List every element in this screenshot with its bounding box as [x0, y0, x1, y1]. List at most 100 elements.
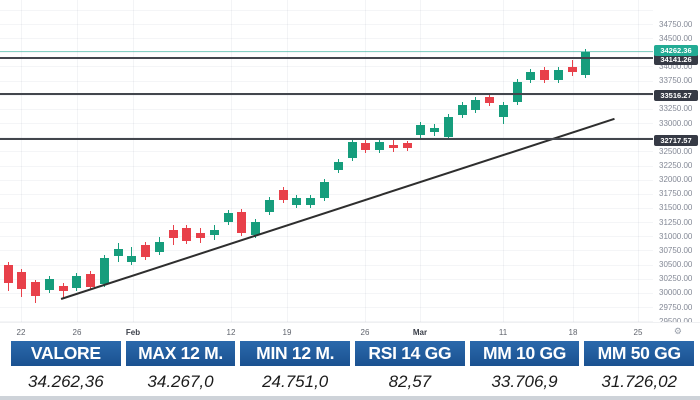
price-axis-label: 34000.00: [659, 61, 693, 71]
price-level-line[interactable]: [0, 92, 653, 95]
time-axis-label: 26: [360, 328, 370, 337]
candle-body: [17, 272, 27, 289]
price-axis-label: 31000.00: [659, 231, 693, 241]
price-level-badge[interactable]: 33516.27: [654, 89, 698, 101]
candle-down: [485, 0, 495, 322]
stats-column: MM 10 GG 33.706,9: [469, 341, 580, 396]
price-axis-label: 32000.00: [659, 175, 693, 185]
horizontal-gridline: [0, 165, 653, 167]
time-axis-label: Mar: [412, 328, 428, 337]
price-axis-label: 29750.00: [659, 302, 693, 312]
candle-body: [333, 162, 343, 171]
candle-up: [526, 0, 536, 322]
candle-body: [292, 198, 302, 206]
candle-body: [443, 117, 453, 138]
current-price-line[interactable]: [0, 51, 653, 53]
candle-body: [196, 233, 206, 238]
candle-down: [58, 0, 68, 322]
vertical-gridline: [573, 0, 574, 322]
time-axis-label: 11: [498, 328, 508, 337]
stats-header-cell: MM 10 GG: [469, 341, 580, 366]
stats-value-cell: 34.267,0: [125, 370, 236, 396]
candle-body: [485, 97, 495, 104]
vertical-gridline: [21, 0, 22, 322]
horizontal-gridline: [0, 123, 653, 125]
candle-down: [388, 0, 398, 322]
horizontal-gridline: [0, 9, 653, 11]
stats-value-cell: 24.751,0: [240, 370, 351, 396]
horizontal-gridline: [0, 250, 653, 252]
candle-body: [553, 70, 563, 80]
candle-down: [141, 0, 151, 322]
candle-body: [31, 282, 41, 296]
candle-body: [319, 182, 329, 198]
horizontal-gridline: [0, 307, 653, 308]
settings-gear-icon[interactable]: ⚙: [673, 326, 682, 336]
stats-column: VALORE 34.262,36: [11, 341, 121, 396]
horizontal-gridline: [0, 66, 653, 68]
candle-body: [154, 241, 164, 253]
vertical-gridline: [638, 0, 639, 322]
horizontal-gridline: [0, 24, 653, 26]
candle-body: [223, 213, 233, 223]
candle-up: [113, 0, 123, 322]
candle-body: [264, 200, 274, 213]
price-axis-label: 30250.00: [659, 274, 693, 284]
vertical-gridline: [503, 0, 504, 322]
stats-header-cell: MM 50 GG: [584, 341, 695, 366]
horizontal-gridline: [0, 137, 653, 139]
price-level-line[interactable]: [0, 57, 653, 60]
price-axis-label: 33000.00: [659, 118, 693, 128]
time-axis[interactable]: ⚙ 22 26 Feb 12 19 26 Mar 11 18 25: [0, 322, 700, 346]
candle-body: [388, 145, 398, 149]
plot-area[interactable]: [0, 0, 653, 322]
price-axis-label: 30750.00: [659, 245, 693, 255]
price-level-badge[interactable]: 34141.26: [654, 54, 698, 66]
candle-up: [347, 0, 357, 322]
candle-up: [375, 0, 385, 322]
candle-body: [168, 230, 178, 238]
candle-body: [141, 245, 151, 257]
candle-body: [416, 125, 426, 136]
candle-body: [375, 142, 385, 150]
candle-up: [333, 0, 343, 322]
candle-body: [430, 128, 440, 133]
vertical-gridline: [420, 0, 421, 322]
horizontal-gridline: [0, 108, 653, 110]
horizontal-gridline: [0, 38, 653, 40]
candle-body: [113, 248, 123, 257]
table-bottom-strip: [0, 396, 700, 400]
horizontal-gridline: [0, 151, 653, 153]
candle-body: [581, 52, 591, 76]
candle-body: [3, 265, 13, 283]
candle-body: [278, 190, 288, 201]
candle-up: [264, 0, 274, 322]
stats-value-cell: 33.706,9: [469, 370, 580, 396]
candle-up: [553, 0, 563, 322]
candle-body: [237, 212, 247, 234]
price-level-badge[interactable]: 32717.57: [654, 135, 698, 147]
price-axis-label: 34500.00: [659, 33, 693, 43]
price-level-line[interactable]: [0, 138, 653, 141]
candle-up: [443, 0, 453, 322]
stats-column: MIN 12 M. 24.751,0: [240, 341, 351, 396]
candle-up: [292, 0, 302, 322]
horizontal-gridline: [0, 236, 653, 238]
price-axis[interactable]: 34262.36 34141.26 33516.27 32717.57 34750.00…: [653, 0, 700, 322]
candle-down: [402, 0, 412, 322]
candle-body: [457, 105, 467, 116]
current-price-badge[interactable]: 34262.36: [654, 44, 698, 56]
candle-up: [416, 0, 426, 322]
candle-down: [361, 0, 371, 322]
horizontal-gridline: [0, 179, 653, 181]
candle-up: [251, 0, 261, 322]
candle-down: [31, 0, 41, 322]
horizontal-gridline: [0, 207, 653, 209]
candle-body: [209, 230, 219, 235]
stats-value-cell: 34.262,36: [11, 370, 121, 396]
horizontal-gridline: [0, 278, 653, 280]
candle-up: [99, 0, 109, 322]
candle-body: [471, 100, 481, 111]
candle-down: [237, 0, 247, 322]
candle-down: [182, 0, 192, 322]
